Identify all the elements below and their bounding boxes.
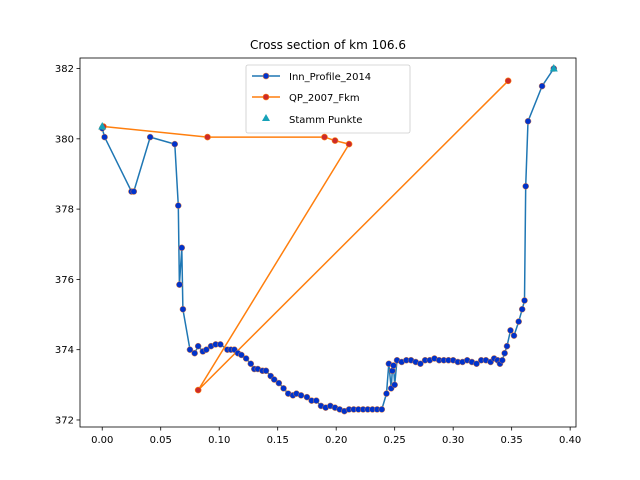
data-point-inn-profile [179,306,187,313]
x-tick-label: 0.10 [208,435,230,446]
data-point-inn-profile [280,385,287,392]
x-tick-label: 0.40 [559,435,581,446]
data-point-inn-profile [242,355,250,362]
data-point-inn-profile [186,346,194,353]
legend-label-stamm-punkte: Stamm Punkte [289,115,362,126]
data-point-inn-profile [275,379,283,387]
plot-area [98,64,558,415]
data-point-inn-profile [378,406,386,413]
data-point-stamm-punkte [98,122,107,130]
data-point-inn-profile [191,349,198,357]
data-point-inn-profile [510,332,518,339]
x-tick-label: 0.35 [501,435,523,446]
data-point-inn-profile [515,318,522,325]
x-tick-label: 0.05 [150,435,172,446]
data-point-inn-profile [391,381,398,389]
y-tick-label: 378 [55,205,74,216]
plot-frame [79,57,577,428]
y-tick-label: 382 [55,64,74,75]
data-point-qp-2007 [504,77,512,85]
data-point-inn-profile [501,349,508,357]
legend-entry-qp-2007: QP_2007_Fkm [252,93,360,104]
data-point-stamm-punkte [549,64,558,72]
y-axis: 372 374 376 378 380 382 [55,64,80,426]
data-point-inn-profile [176,281,183,288]
data-point-qp-2007 [331,137,339,144]
data-point-inn-profile [538,82,546,90]
data-point-inn-profile [194,342,202,350]
data-point-inn-profile [524,118,532,125]
x-tick-label: 0.25 [384,435,406,446]
data-point-inn-profile [383,390,390,397]
data-point-inn-profile [297,392,305,399]
data-point-inn-profile [146,133,154,141]
y-tick-label: 374 [55,345,74,356]
legend-label-inn-profile: Inn_Profile_2014 [289,72,371,83]
x-tick-label: 0.20 [325,435,347,446]
data-point-inn-profile [171,140,179,148]
legend-entry-inn-profile: Inn_Profile_2014 [252,72,371,83]
data-point-inn-profile [217,341,224,348]
data-point-inn-profile [389,367,396,375]
data-point-inn-profile [503,342,511,350]
data-point-inn-profile [175,202,182,209]
data-point-inn-profile [390,362,397,369]
legend-marker-inn-profile [262,72,270,80]
data-point-inn-profile [522,183,529,190]
legend-entry-stamm-punkte: Stamm Punkte [262,114,362,126]
data-point-inn-profile [262,367,270,375]
legend-label-qp-2007: QP_2007_Fkm [289,93,360,104]
y-tick-label: 376 [55,275,74,286]
legend-marker-stamm-punkte [262,114,270,121]
data-point-inn-profile [101,133,108,141]
data-point-inn-profile [521,297,528,304]
data-point-inn-profile [203,346,210,353]
legend: Inn_Profile_2014 QP_2007_Fkm Stamm Punkt… [245,64,411,134]
data-point-inn-profile [178,244,186,252]
x-tick-label: 0.00 [91,435,113,446]
data-point-inn-profile [499,356,506,364]
x-tick-label: 0.15 [267,435,289,446]
data-point-inn-profile [507,327,514,334]
data-point-inn-profile [130,188,138,195]
y-tick-label: 372 [55,415,74,426]
data-point-inn-profile [518,306,526,313]
data-point-inn-profile [238,351,245,359]
chart-title: Cross section of km 106.6 [250,38,406,52]
legend-box [245,64,411,134]
data-point-qp-2007 [345,140,353,148]
data-point-inn-profile [417,360,424,367]
x-tick-label: 0.30 [442,435,464,446]
data-point-qp-2007 [321,133,328,141]
data-point-qp-2007 [194,386,202,394]
data-point-inn-profile [473,360,480,367]
legend-marker-qp-2007 [262,93,270,101]
data-point-inn-profile [313,397,320,404]
data-point-inn-profile [247,360,255,367]
data-point-inn-profile [303,393,311,401]
data-point-qp-2007 [204,133,211,141]
x-axis: 0.00 0.05 0.10 0.15 0.20 0.25 0.30 0.35 0.40 [91,427,581,446]
data-point-inn-profile [270,376,278,383]
y-tick-label: 380 [55,134,74,145]
